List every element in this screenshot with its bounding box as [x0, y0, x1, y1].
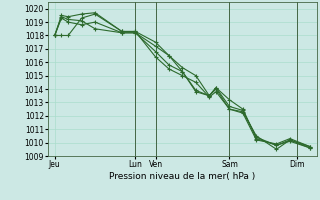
- X-axis label: Pression niveau de la mer( hPa ): Pression niveau de la mer( hPa ): [109, 172, 256, 181]
